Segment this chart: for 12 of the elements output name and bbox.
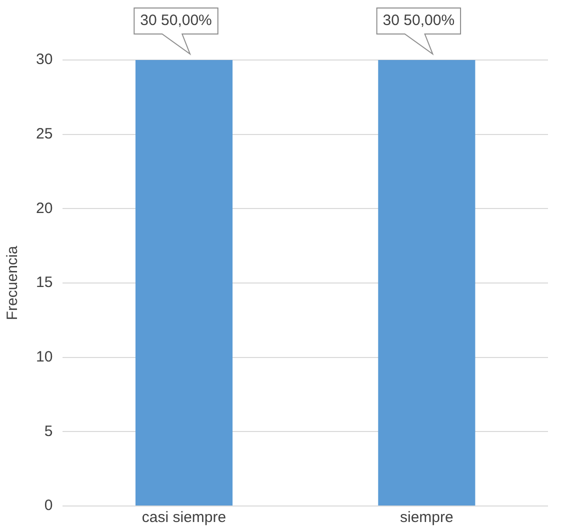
x-tick-label: casi siempre xyxy=(142,509,226,526)
y-tick-label: 25 xyxy=(36,125,53,142)
x-tick-label: siempre xyxy=(400,509,454,526)
y-tick-label: 20 xyxy=(36,200,53,217)
y-tick-label: 15 xyxy=(36,274,53,292)
y-tick-label: 5 xyxy=(44,422,53,440)
data-label: 30 50,00% xyxy=(382,12,455,30)
data-label: 30 50,00% xyxy=(140,12,212,30)
y-tick-label: 10 xyxy=(36,348,53,366)
y-axis-title: Frecuencia xyxy=(4,245,22,320)
y-tick-label: 30 xyxy=(36,51,53,68)
y-tick-label: 0 xyxy=(44,497,53,514)
